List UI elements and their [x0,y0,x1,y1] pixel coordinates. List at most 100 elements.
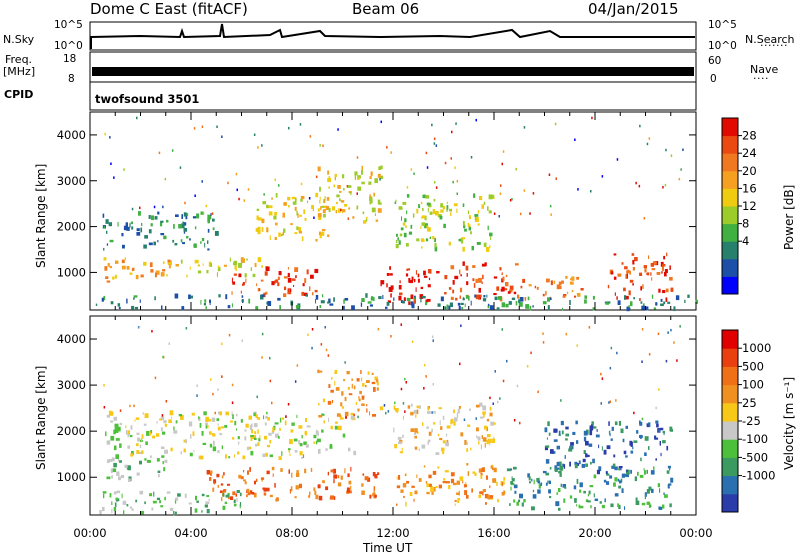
power-plot-frame [89,111,697,311]
echo-cell [617,273,622,277]
echo-cell [192,431,195,436]
echo-cell [477,210,480,214]
echo-cell [422,422,424,426]
echo-cell [351,383,353,389]
echo-cell [400,489,404,493]
echo-cell [268,432,272,436]
echo-cell [367,371,370,375]
echo-cell [317,484,321,489]
echo-cell [207,214,212,220]
echo-cell [404,377,406,381]
echo-cell [248,298,251,304]
echo-cell [523,126,526,129]
echo-cell [266,411,268,415]
echo-cell [618,485,621,489]
echo-cell [251,429,254,434]
echo-cell [444,275,448,280]
echo-cell [170,416,173,419]
echo-cell [423,387,425,390]
echo-cell [277,297,281,301]
echo-cell [164,423,168,427]
echo-cell [542,301,547,305]
echo-cell [253,423,258,428]
echo-cell [113,416,118,421]
echo-cell [406,268,408,271]
echo-cell [519,421,521,425]
echo-cell [196,384,198,387]
echo-cell [196,213,200,219]
echo-cell [355,401,358,405]
echo-cell [110,420,114,423]
echo-cell [435,452,440,455]
echo-cell [153,241,156,246]
echo-cell [221,475,224,479]
nsky-trace [90,23,695,39]
echo-cell [382,295,384,300]
echo-cell [341,406,344,409]
echo-cell [213,481,215,485]
echo-cell [194,226,197,230]
echo-cell [430,487,434,492]
echo-cell [331,400,334,404]
echo-cell [540,482,543,486]
echo-cell [116,490,120,494]
echo-cell [477,278,482,283]
echo-cell [238,474,242,479]
echo-cell [233,499,236,504]
echo-cell [651,488,654,493]
echo-cell [482,437,487,442]
echo-cell [402,201,407,205]
echo-cell [653,307,657,310]
echo-cell [259,435,261,439]
echo-cell [298,227,302,232]
echo-cell [521,502,524,507]
echo-cell [318,495,323,501]
echo-cell [154,376,157,380]
echo-cell [206,509,210,514]
echo-cell [600,372,602,376]
echo-cell [395,199,397,202]
echo-cell [231,401,234,404]
echo-cell [452,289,455,294]
echo-cell [282,212,285,218]
echo-cell [414,435,417,439]
echo-cell [501,482,503,487]
echo-cell [565,332,568,336]
echo-cell [218,411,220,415]
echo-cell [646,489,650,494]
echo-cell [427,439,431,443]
echo-cell [269,379,272,383]
echo-cell [243,479,246,482]
echo-cell [346,185,349,188]
echo-cell [533,479,535,485]
echo-cell [455,297,458,301]
echo-cell [112,468,117,473]
echo-cell [411,303,415,309]
echo-cell [482,467,485,473]
echo-cell [294,232,298,235]
echo-cell [497,400,499,404]
echo-cell [569,300,571,305]
echo-cell [111,475,113,479]
echo-cell [398,285,402,290]
echo-cell [330,389,334,393]
echo-cell [194,508,198,513]
echo-cell [148,229,152,234]
echo-cell [630,450,634,454]
echo-cell [655,302,658,306]
echo-cell [369,494,372,499]
echo-cell [429,211,433,215]
echo-cell [205,416,210,421]
y-tick-label: 3000 [57,378,86,392]
echo-cell [336,201,338,205]
echo-cell [542,332,544,335]
echo-cell [418,448,420,451]
echo-cell [493,276,498,279]
echo-cell [257,227,261,232]
echo-cell [106,440,111,445]
echo-cell [460,302,464,305]
echo-cell [303,441,307,445]
echo-cell [267,417,270,421]
echo-cell [162,431,166,435]
echo-cell [214,411,216,415]
